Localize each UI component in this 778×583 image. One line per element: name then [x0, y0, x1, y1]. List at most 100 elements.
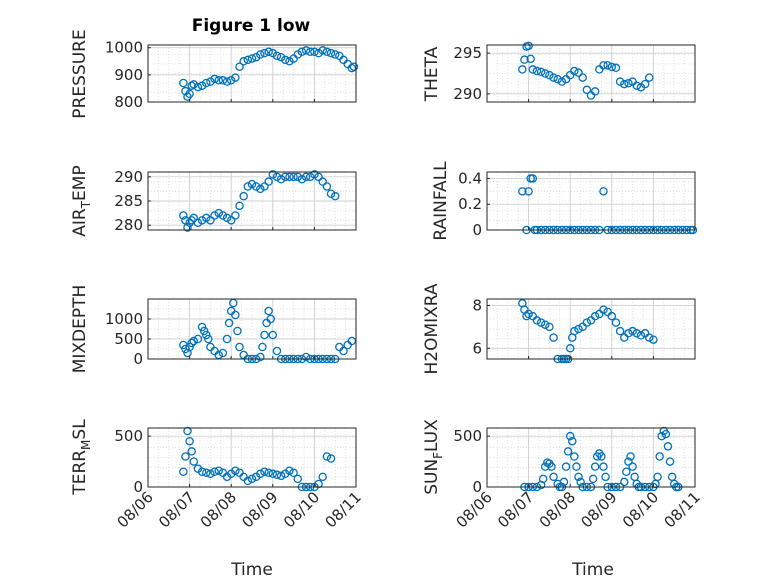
data-point [557, 77, 567, 86]
panel-mixdepth: 0 500 1000 MIXDEPTH [70, 285, 357, 373]
data-point [518, 187, 527, 196]
data-point [622, 467, 631, 476]
data-point [649, 335, 658, 344]
data-point [599, 462, 608, 471]
data-point [235, 62, 244, 71]
data-point [601, 472, 610, 482]
data-point [187, 81, 196, 90]
data-point [599, 305, 608, 314]
data-point [181, 86, 190, 96]
data-point [318, 472, 327, 482]
data-point [347, 63, 357, 73]
data-point [632, 329, 642, 338]
data-point [572, 462, 581, 471]
data-point [588, 474, 598, 484]
data-point [522, 311, 531, 321]
data-point [576, 477, 585, 487]
y-tick-label: 500 [114, 427, 143, 445]
data-point [235, 201, 244, 211]
axes-frame [486, 427, 696, 488]
data-point [201, 468, 211, 478]
data-point [201, 213, 211, 223]
data-point [268, 170, 278, 179]
y-tick-label: 285 [114, 192, 143, 210]
data-point [326, 454, 336, 463]
data-point [314, 479, 323, 489]
data-point [607, 62, 617, 72]
data-point [260, 182, 269, 191]
x-tick-label: 08/07 [155, 488, 198, 531]
data-point [590, 311, 600, 321]
data-point [570, 452, 579, 461]
data-point [326, 189, 336, 198]
data-point [222, 77, 232, 86]
data-point [322, 47, 332, 57]
ylabel-air-temp-a: AIR [70, 208, 90, 237]
data-point [272, 51, 282, 61]
data-point [183, 223, 192, 232]
data-point [260, 48, 269, 58]
data-point [222, 334, 232, 344]
data-point [538, 474, 548, 484]
data-point [239, 191, 248, 201]
data-point [574, 324, 583, 334]
ylabel-terr-msl: TERRMSL [70, 419, 93, 496]
data-point [247, 179, 257, 189]
data-point [582, 85, 592, 95]
data-point [532, 316, 542, 325]
data-point [185, 89, 194, 99]
data-point [532, 66, 542, 76]
data-point [231, 73, 240, 82]
y-tick-label: 1000 [105, 310, 143, 328]
data-point [549, 333, 558, 342]
data-point [553, 74, 562, 84]
data-point [536, 67, 546, 77]
data-point [272, 346, 282, 356]
y-tick-label: 0 [472, 221, 482, 239]
axes-frame [147, 44, 357, 103]
data-point [620, 477, 629, 487]
data-point [222, 213, 232, 223]
data-point [310, 47, 319, 57]
axes-frame [486, 171, 696, 231]
data-point [189, 213, 199, 223]
y-tick-label: 8 [472, 296, 482, 314]
y-tick-label: 0 [133, 478, 143, 496]
data-point [624, 79, 633, 88]
data-point [256, 50, 265, 59]
y-tick-label: 295 [453, 44, 482, 62]
data-point [218, 348, 228, 358]
data-point [314, 172, 323, 182]
data-point [199, 326, 209, 336]
ylabel-air-temp: AIRTEMP [70, 165, 93, 236]
data-point [301, 352, 311, 362]
data-point [301, 172, 311, 182]
data-point [339, 346, 348, 356]
data-point [603, 61, 612, 70]
data-point [226, 76, 236, 85]
ylabel-terr-b: SL [70, 419, 90, 440]
panel-pressure: 800 900 1000 PRESSURE [70, 29, 359, 119]
x-tick-label: 08/11 [322, 488, 365, 531]
data-point [657, 431, 666, 441]
data-point [201, 330, 211, 340]
xlabel-left: Time [230, 560, 273, 580]
data-point [620, 79, 629, 89]
data-point [272, 470, 282, 480]
ylabel-pressure: PRESSURE [70, 29, 90, 118]
data-point [297, 47, 307, 57]
data-point [590, 462, 600, 471]
panel-sun-flux: 0 500 SUNFLUX [422, 419, 696, 496]
data-point [214, 466, 223, 475]
data-point [640, 79, 650, 89]
data-point [260, 330, 269, 340]
data-point [545, 70, 554, 80]
data-point [251, 52, 261, 62]
data-point [264, 468, 273, 478]
y-tick-label: 290 [453, 85, 482, 103]
data-point [524, 187, 533, 196]
data-point [256, 184, 265, 194]
data-point [272, 172, 282, 182]
data-point [179, 467, 188, 476]
